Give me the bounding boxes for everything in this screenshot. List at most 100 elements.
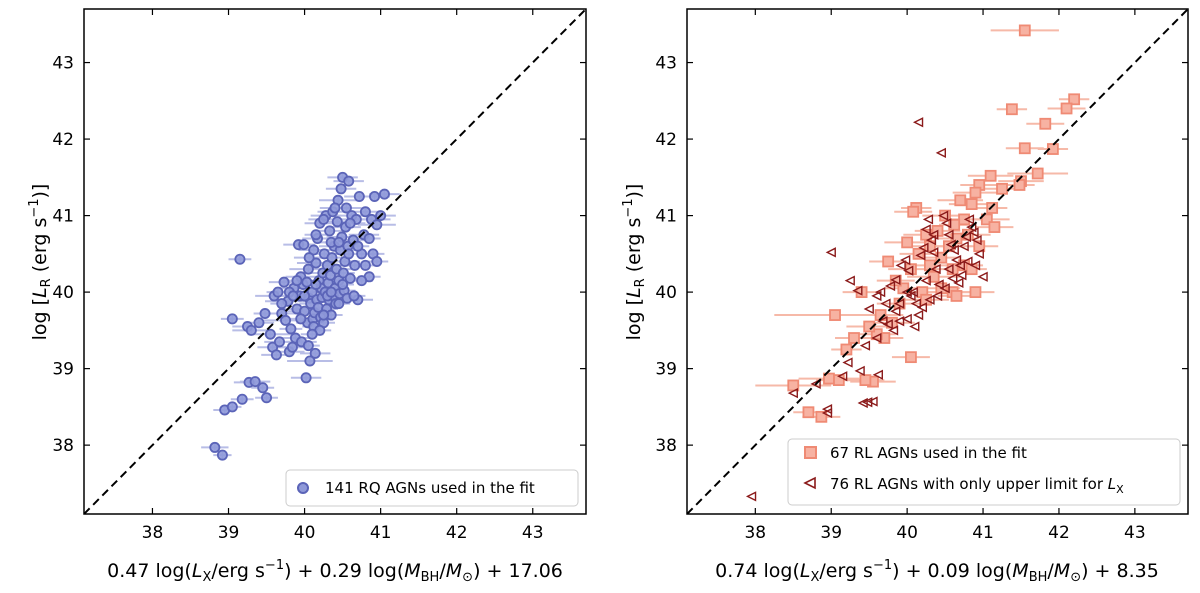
right-upper-limit-point [930, 264, 941, 275]
left-point [318, 213, 330, 225]
left-point [371, 255, 383, 267]
left-point [253, 317, 265, 329]
left-point [359, 206, 371, 218]
left-point [273, 336, 285, 348]
right-upper-limit-point [924, 294, 935, 305]
left-point [369, 190, 381, 202]
right-point [965, 198, 978, 211]
left-x-tick-label: 41 [370, 523, 392, 543]
right-point [1068, 93, 1081, 106]
right-point [1039, 117, 1052, 130]
right-x-tick-label: 43 [1124, 523, 1146, 543]
right-upper-limit-point [956, 270, 967, 281]
left-point [249, 376, 261, 388]
right-upper-limit-point [960, 231, 972, 243]
right-point [948, 218, 961, 231]
right-point [996, 182, 1008, 195]
left-axes-frame [83, 8, 587, 515]
right-upper-limit-point [825, 247, 836, 258]
left-one-to-one-line [84, 9, 586, 514]
right-legend-label-fit: 67 RL AGNs used in the fit [830, 444, 1027, 462]
left-point [318, 309, 330, 321]
right-upper-limit-point [893, 298, 905, 309]
right-point [1018, 142, 1031, 155]
left-point [371, 219, 383, 231]
right-x-tick-label: 41 [972, 523, 994, 543]
right-upper-limit-point [947, 273, 958, 284]
left-point [272, 286, 284, 298]
right-x-tick-label: 39 [820, 523, 842, 543]
left-point [353, 190, 365, 202]
right-upper-limit-point [900, 254, 911, 266]
left-point [209, 441, 221, 453]
right-x-tick-label: 40 [896, 523, 918, 543]
left-point [343, 175, 355, 187]
right-upper-limit-point [857, 397, 868, 409]
left-ticks: 38 39 40 41 42 43 38 39 40 41 42 43 [52, 9, 586, 543]
right-x-tick-label: 42 [1048, 523, 1070, 543]
left-point [326, 252, 338, 264]
left-point [329, 202, 341, 214]
right-upper-limit-point [977, 271, 988, 282]
right-upper-limit-point [880, 298, 891, 309]
right-upper-limit-point [787, 387, 798, 399]
left-point [333, 298, 345, 310]
left-point [344, 217, 356, 229]
left-panel: 38 39 40 41 42 43 38 39 40 41 42 43 141 RQ AGNs use… [27, 8, 587, 585]
right-upper-limit-point [920, 224, 931, 235]
right-point [848, 332, 860, 344]
left-point [278, 276, 290, 288]
left-point [286, 341, 298, 353]
right-upper-limit-point [922, 214, 934, 225]
right-upper-limit-point [890, 274, 901, 285]
right-upper-limit-point [939, 283, 950, 294]
right-point [954, 194, 967, 207]
left-x-tick-label: 42 [446, 523, 468, 543]
right-x-tick-label: 38 [744, 523, 766, 543]
left-point [234, 253, 246, 265]
right-point [969, 186, 982, 199]
right-point [907, 205, 920, 218]
left-legend: 141 RQ AGNs used in the fit [285, 469, 579, 507]
right-upper-limit-point [871, 290, 882, 302]
left-y-tick-label: 41 [52, 207, 74, 227]
left-x-axis-label: 0.47 log(LX/erg s−1) + 0.29 log(MBH/M⊙) … [107, 558, 563, 585]
right-y-tick-label: 38 [655, 436, 677, 456]
left-point [245, 324, 257, 336]
right-point [905, 351, 917, 364]
left-y-axis-label: log [LR (erg s−1)] [27, 184, 54, 341]
right-upper-limit-point [903, 265, 914, 276]
left-point [356, 275, 368, 287]
right-upper-limit-point [901, 313, 912, 325]
right-y-tick-label: 42 [655, 130, 677, 150]
left-points [209, 171, 390, 461]
right-upper-limit-point [844, 275, 855, 286]
left-point [349, 259, 361, 271]
right-upper-limit-point [837, 371, 848, 382]
left-point [378, 188, 390, 200]
left-x-tick-label: 40 [294, 523, 316, 543]
right-upper-limit-point [882, 319, 893, 330]
left-y-tick-label: 39 [52, 360, 74, 380]
right-legend-label-upper-limit: 76 RL AGNs with only upper limit for LX [830, 475, 1124, 496]
right-upper-limit-point [872, 369, 883, 380]
right-upper-limit-point [969, 260, 981, 271]
right-y-tick-label: 41 [655, 207, 677, 227]
right-point [980, 213, 993, 226]
right-points [745, 24, 1081, 502]
right-upper-limit-point [928, 247, 939, 258]
left-point [331, 216, 343, 228]
right-upper-limit-point [907, 286, 918, 298]
right-point [1031, 167, 1044, 180]
right-upper-limit-point [941, 218, 952, 229]
left-x-tick-label: 38 [142, 523, 164, 543]
left-point [333, 236, 345, 248]
right-point [986, 202, 999, 214]
right-upper-limit-point [877, 316, 888, 327]
left-point [306, 328, 318, 340]
left-point [352, 240, 364, 252]
left-point [302, 340, 314, 352]
left-point [285, 323, 297, 335]
right-upper-limit-point [925, 234, 937, 246]
right-upper-limit-point [901, 286, 912, 298]
